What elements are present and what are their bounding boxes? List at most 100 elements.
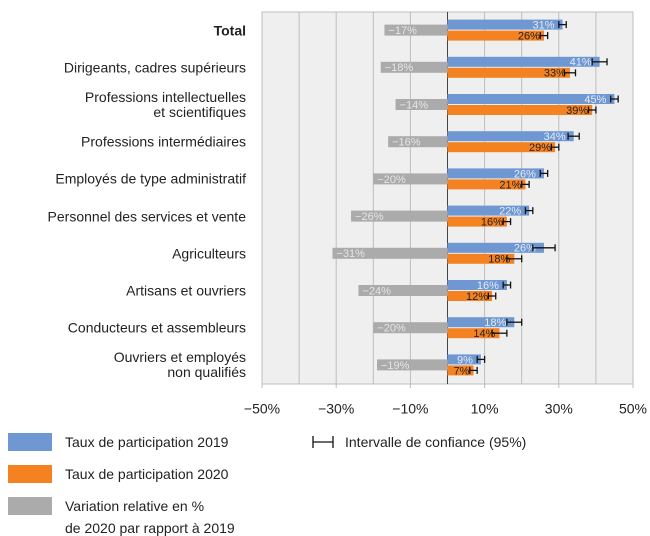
value-label: 22% [499,206,521,218]
value-label: −20% [377,323,406,335]
error-bar [550,143,560,151]
x-tick-label: 10% [471,401,499,417]
value-label: −17% [388,25,417,37]
bar [447,253,515,264]
category-label: Ouvriers et employés non qualifiés [113,349,246,381]
value-label: 26% [514,243,536,255]
bar [447,30,544,41]
bar [377,359,448,371]
legend-label: Variation relative en % de 2020 par rapp… [65,498,235,536]
error-bar [610,95,619,103]
legend-swatch [8,433,52,451]
bar [380,61,448,73]
bar [447,168,544,179]
error-bar [567,132,580,140]
error-bar [587,106,597,114]
error-bar [469,366,478,374]
value-label: −20% [377,174,406,186]
category-label: Professions intellectuelles et scientifi… [84,89,246,120]
bar [447,291,493,301]
value-label: 39% [566,105,588,117]
bar [358,285,448,296]
legend-swatch [8,497,52,515]
bar [447,242,544,253]
error-bar [521,180,530,188]
category-label: Employés de type administratif [55,170,246,187]
category-label: Professions intermédiaires [81,133,246,150]
error-bar [487,292,497,300]
error-bar [502,281,512,289]
x-tick-label: −50% [244,401,280,417]
value-label: 9% [457,354,473,366]
value-label: 45% [584,94,606,106]
error-bar [506,255,523,263]
category-label: Agriculteurs [172,245,246,262]
bar [373,173,448,185]
bar [447,179,526,190]
value-label: 26% [518,31,540,43]
bar [351,210,448,222]
x-tick-label: 50% [619,401,647,417]
bar [395,99,448,110]
bar [332,247,448,259]
bar [447,365,474,376]
value-label: 41% [570,57,592,69]
value-label: 31% [532,20,554,32]
bar [373,322,448,334]
value-label: −24% [362,285,391,297]
error-bar [476,355,486,363]
value-label: −16% [392,137,421,149]
legend-error-icon [312,436,334,448]
value-label: 29% [529,142,551,154]
value-label: 33% [544,68,566,80]
error-bar [539,32,549,40]
category-label: Total [213,22,246,39]
value-label: 16% [477,280,499,292]
bar [447,205,530,216]
bar [447,216,507,227]
category-label: Personnel des services et vente [47,208,246,225]
bar [447,131,574,142]
category-label: Dirigeants, cadres supérieurs [63,59,246,76]
x-tick-label: −30% [318,401,354,417]
legend-label: Taux de participation 2019 [65,434,229,450]
value-label: 14% [473,328,495,340]
x-tick-label: 30% [545,401,573,417]
legend-label: Taux de participation 2020 [65,466,229,482]
error-bar [563,69,577,77]
bar [447,105,593,115]
bar [447,19,563,30]
value-label: 18% [488,254,510,266]
bar [384,24,448,36]
value-label: 26% [514,168,536,180]
value-label: 7% [454,365,470,377]
error-bar [502,218,512,226]
bar [447,328,500,339]
value-label: 12% [466,291,488,303]
value-label: −14% [400,99,429,111]
bar [447,354,481,365]
value-label: −31% [336,248,365,260]
x-tick-label: −10% [392,401,428,417]
value-label: −26% [355,211,384,223]
value-label: 21% [499,179,521,191]
error-bar [539,169,549,177]
value-label: −19% [381,360,410,372]
error-bar [506,318,523,326]
error-bar [532,244,556,252]
legend-swatch [8,465,52,483]
value-label: 34% [544,131,566,143]
bar [447,67,570,78]
category-label: Conducteurs et assembleurs [67,319,246,336]
error-bar [558,21,567,29]
bar [388,136,448,148]
bar [447,56,600,67]
error-bar [524,207,534,215]
bar [447,142,556,153]
error-bar [491,329,508,337]
value-label: −18% [385,62,414,74]
bar [447,94,615,104]
error-bar [591,58,608,66]
